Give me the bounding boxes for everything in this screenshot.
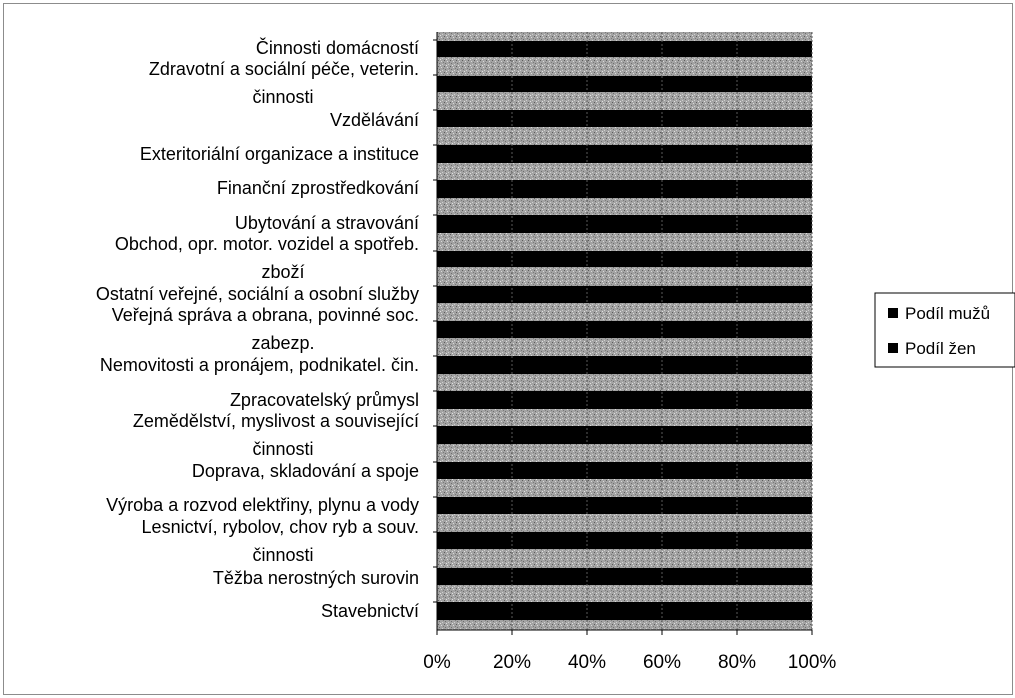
- bar-segment-men: [437, 356, 812, 374]
- bar-segment-women: [437, 303, 812, 321]
- legend-box: [874, 292, 1015, 368]
- category-label: Zdravotní a sociální péče, veterin.: [149, 59, 419, 79]
- bar-segment-men: [437, 180, 812, 198]
- bar-segment-women: [437, 514, 812, 532]
- bar-segment-women: [437, 127, 812, 145]
- category-label: Zpracovatelský průmysl: [230, 390, 419, 410]
- category-label: činnosti: [252, 545, 313, 565]
- bar-segment-men: [437, 76, 812, 92]
- category-label: Obchod, opr. motor. vozidel a spotřeb.: [115, 234, 419, 254]
- bar-segment-women: [437, 444, 812, 462]
- legend-swatch-men: [888, 308, 898, 318]
- category-labels: Stavebnictví Těžba nerostných surovin činn…: [96, 37, 419, 621]
- bar-segment-men: [437, 497, 812, 514]
- category-label: Doprava, skladování a spoje: [192, 461, 419, 481]
- bar-segment-men: [437, 426, 812, 444]
- category-label: Ubytování a stravování: [235, 213, 419, 233]
- bar-segment-women: [437, 374, 812, 391]
- category-label: Veřejná správa a obrana, povinné soc.: [112, 305, 419, 325]
- bar-segment-women: [437, 409, 812, 426]
- bar-segment-men: [437, 41, 812, 57]
- legend-label-women: Podíl žen: [905, 339, 976, 358]
- bar-segment-women: [437, 549, 812, 568]
- category-label: činnosti: [252, 87, 313, 107]
- x-tick-label: 0%: [423, 652, 451, 673]
- category-label: Exteritoriální organizace a instituce: [140, 144, 419, 164]
- bar-segment-women: [437, 267, 812, 286]
- category-label: Ostatní veřejné, sociální a osobní služb…: [96, 284, 419, 304]
- bar-segment-men: [437, 110, 812, 127]
- legend-label-men: Podíl mužů: [905, 304, 990, 323]
- bar-segment-women: [437, 163, 812, 180]
- category-label: Činnosti domácností: [256, 37, 419, 58]
- category-label: Vzdělávání: [330, 110, 419, 130]
- x-tick-labels: 0% 20% 40% 60% 80% 100%: [423, 652, 836, 673]
- category-label: činnosti: [252, 439, 313, 459]
- x-tick-label: 40%: [568, 652, 606, 673]
- bar-segment-men: [437, 321, 812, 338]
- category-label: Stavebnictví: [321, 601, 419, 621]
- category-label: zboží: [261, 262, 304, 282]
- bar-segment-women: [437, 338, 812, 356]
- bar-segment-men: [437, 286, 812, 303]
- legend: Podíl mužů Podíl žen: [874, 292, 1015, 368]
- x-tick-label: 60%: [643, 652, 681, 673]
- category-label: Nemovitosti a pronájem, podnikatel. čin.: [100, 355, 419, 375]
- category-label: Zemědělství, myslivost a související: [133, 411, 419, 431]
- bar-segment-women: [437, 32, 812, 41]
- bar-segment-men: [437, 568, 812, 585]
- x-tick-label: 100%: [788, 652, 837, 673]
- bar-segment-men: [437, 602, 812, 620]
- bar-segment-women: [437, 57, 812, 76]
- bar-segment-women: [437, 620, 812, 630]
- bar-segment-women: [437, 585, 812, 602]
- category-label: zabezp.: [251, 333, 314, 353]
- legend-swatch-women: [888, 343, 898, 353]
- bar-segment-men: [437, 145, 812, 163]
- bar-segment-women: [437, 92, 812, 110]
- axes: [433, 32, 813, 635]
- bar-segment-men: [437, 391, 812, 409]
- x-tick-label: 80%: [718, 652, 756, 673]
- bar-segments: [437, 32, 812, 630]
- bar-segment-men: [437, 532, 812, 549]
- bar-segment-women: [437, 479, 812, 497]
- bar-segment-men: [437, 215, 812, 233]
- category-label: Výroba a rozvod elektřiny, plynu a vody: [106, 495, 419, 515]
- category-label: Lesnictví, rybolov, chov ryb a souv.: [142, 517, 419, 537]
- x-tick-label: 20%: [493, 652, 531, 673]
- category-label: Finanční zprostředkování: [217, 178, 419, 198]
- category-label: Těžba nerostných surovin: [213, 568, 419, 588]
- bar-segment-men: [437, 462, 812, 479]
- bar-segment-women: [437, 198, 812, 215]
- bar-segment-women: [437, 233, 812, 251]
- bar-segment-men: [437, 251, 812, 267]
